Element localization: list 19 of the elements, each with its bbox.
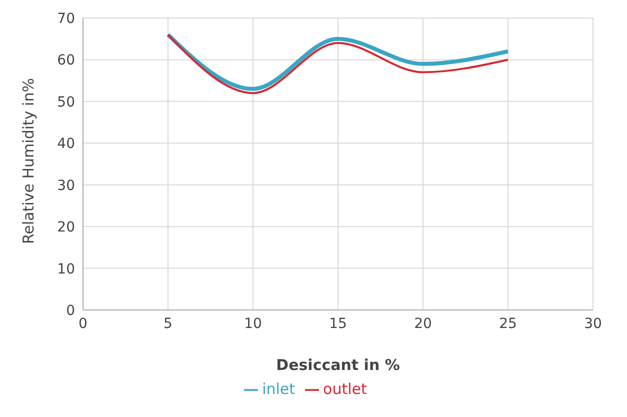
x-tick-label: 15 bbox=[329, 316, 347, 332]
x-tick-label: 20 bbox=[414, 316, 432, 332]
y-tick-label: 10 bbox=[57, 261, 75, 278]
x-tick-label: 5 bbox=[164, 316, 172, 332]
y-tick-label: 20 bbox=[57, 220, 75, 236]
x-tick-label: 10 bbox=[244, 316, 262, 332]
y-tick-label: 50 bbox=[57, 94, 75, 110]
y-tick-label: 60 bbox=[57, 52, 75, 69]
y-tick-label: 30 bbox=[57, 178, 75, 194]
x-tick-label: 30 bbox=[584, 316, 602, 332]
y-axis-title: Relative Humidity in% bbox=[19, 78, 38, 244]
y-tick-label: 0 bbox=[66, 302, 75, 319]
legend-label: inlet bbox=[262, 380, 296, 398]
y-tick-label: 70 bbox=[57, 10, 75, 27]
x-tick-label: 0 bbox=[78, 316, 88, 332]
x-axis-title: Desiccant in % bbox=[276, 356, 400, 374]
y-tick-label: 40 bbox=[57, 136, 75, 152]
legend-label: outlet bbox=[323, 380, 367, 398]
x-tick-label: 25 bbox=[499, 316, 517, 332]
